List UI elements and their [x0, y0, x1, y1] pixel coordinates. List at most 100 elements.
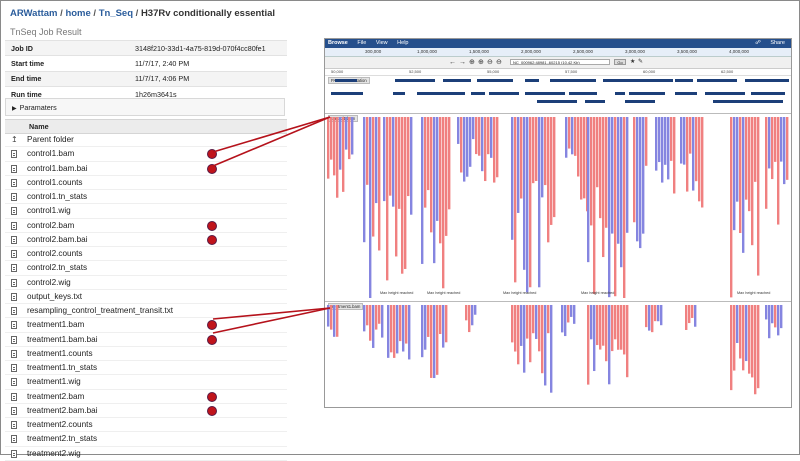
- read-pileup: [433, 117, 436, 264]
- read-pileup: [670, 117, 673, 161]
- file-row[interactable]: control2.wig: [5, 276, 287, 290]
- go-button[interactable]: Go: [614, 59, 626, 65]
- location-input[interactable]: NC_000962:48981..60215 (10.42 Kb): [510, 59, 610, 65]
- read-pileup: [733, 305, 736, 371]
- read-pileup: [680, 117, 683, 164]
- job-info-row: End time 11/7/17, 4:06 PM: [5, 70, 287, 87]
- gene-feature: [621, 79, 673, 82]
- scale-tick-label: 62,500: [721, 69, 734, 74]
- file-name: control2.counts: [27, 249, 83, 258]
- menu-file[interactable]: File: [357, 40, 367, 46]
- read-pileup: [614, 305, 617, 340]
- read-pileup: [484, 117, 487, 182]
- file-row[interactable]: control2.bam.bai: [5, 233, 287, 247]
- zoom-out-icon[interactable]: ⊖: [496, 59, 502, 66]
- file-row[interactable]: treatment2.wig: [5, 447, 287, 461]
- file-row[interactable]: control2.tn_stats: [5, 261, 287, 276]
- pan-right-icon[interactable]: →: [459, 59, 466, 66]
- marker-dot: [207, 405, 217, 416]
- job-info-table: Job ID 3148f210-33d1-4a75-819d-070f4cc80f…: [5, 39, 287, 102]
- read-pileup: [493, 117, 496, 183]
- zoom-in-icon[interactable]: ⊕: [469, 59, 475, 66]
- share-button[interactable]: ☍ Share: [755, 40, 785, 46]
- read-pileup: [783, 117, 786, 185]
- overview-ruler[interactable]: 300,000 1,000,000 1,500,000 2,000,000 2,500,…: [325, 48, 791, 57]
- file-row[interactable]: control1.bam.bai: [5, 162, 287, 176]
- read-pileup: [573, 305, 576, 324]
- read-pileup: [639, 117, 642, 249]
- job-info-key: Run time: [5, 86, 129, 102]
- read-pileup: [614, 117, 617, 297]
- treatment-alignment-track: [327, 305, 783, 395]
- parent-folder-row[interactable]: ↥ Parent folder: [5, 133, 287, 148]
- breadcrumb-folder[interactable]: Tn_Seq: [98, 8, 134, 19]
- file-row[interactable]: treatment1.tn_stats: [5, 361, 287, 376]
- read-pileup: [774, 305, 777, 328]
- read-pileup: [366, 117, 369, 185]
- file-row[interactable]: control1.counts: [5, 176, 287, 190]
- menu-view[interactable]: View: [375, 40, 388, 46]
- gene-feature: [331, 92, 363, 95]
- parameters-toggle[interactable]: ▶ Paramaters: [5, 98, 285, 116]
- pan-left-icon[interactable]: ←: [449, 59, 456, 66]
- gene-feature: [393, 92, 405, 95]
- file-row[interactable]: treatment2.bam: [5, 390, 287, 404]
- zoom-out-small-icon[interactable]: ⊖: [487, 59, 493, 66]
- read-pileup: [523, 117, 526, 270]
- menu-help[interactable]: Help: [397, 40, 409, 46]
- read-pileup: [561, 305, 564, 333]
- read-pileup: [402, 305, 405, 352]
- read-pileup: [517, 117, 520, 213]
- read-pileup: [511, 117, 514, 240]
- read-pileup: [689, 117, 692, 154]
- bookmark-icon[interactable]: ★: [630, 59, 636, 65]
- menu-browse[interactable]: Browse: [328, 40, 348, 46]
- read-pileup: [617, 117, 620, 244]
- read-pileup: [605, 117, 608, 228]
- file-row[interactable]: treatment2.counts: [5, 418, 287, 433]
- breadcrumb-home[interactable]: home: [65, 8, 91, 19]
- file-name: treatment2.bam.bai: [27, 405, 98, 415]
- file-row[interactable]: treatment2.bam.bai: [5, 404, 287, 418]
- file-row[interactable]: treatment2.tn_stats: [5, 432, 287, 447]
- read-pileup: [398, 117, 401, 209]
- file-row[interactable]: treatment1.bam.bai: [5, 333, 287, 347]
- read-pileup: [445, 117, 448, 236]
- file-row[interactable]: treatment1.counts: [5, 347, 287, 361]
- read-pileup: [736, 305, 739, 344]
- file-row[interactable]: control1.bam: [5, 147, 287, 162]
- read-pileup: [421, 305, 424, 358]
- files-column-header[interactable]: Name: [5, 119, 287, 134]
- file-row[interactable]: treatment1.wig: [5, 375, 287, 390]
- gene-feature: [697, 79, 737, 82]
- read-pileup: [748, 305, 751, 374]
- read-pileup: [514, 117, 517, 283]
- zoom-in-small-icon[interactable]: ⊕: [478, 59, 484, 66]
- read-pileup: [660, 305, 663, 326]
- read-pileup: [757, 117, 760, 276]
- navigation-toolbar: ← → ⊕ ⊕ ⊖ ⊖ NC_000962:48981..60215 (10.4…: [325, 57, 791, 69]
- gene-feature: [417, 92, 465, 95]
- ruler-tick-label: 300,000: [365, 49, 382, 54]
- read-pileup: [636, 117, 639, 242]
- read-pileup: [547, 117, 550, 243]
- file-row[interactable]: output_keys.txt: [5, 290, 287, 304]
- file-row[interactable]: resampling_control_treatment_transit.txt: [5, 304, 287, 319]
- read-pileup: [526, 117, 529, 293]
- read-pileup: [683, 117, 686, 165]
- read-pileup: [742, 305, 745, 371]
- read-pileup: [529, 117, 532, 288]
- file-row[interactable]: treatment1.bam: [5, 318, 287, 333]
- read-pileup: [570, 305, 573, 317]
- file-row[interactable]: control1.wig: [5, 204, 287, 219]
- highlight-icon[interactable]: ✎: [638, 59, 644, 65]
- job-info-key: Start time: [5, 55, 129, 72]
- read-pileup: [745, 117, 748, 200]
- file-row[interactable]: control1.tn_stats: [5, 190, 287, 205]
- breadcrumb-user[interactable]: ARWattam: [10, 8, 58, 19]
- read-pileup: [757, 305, 760, 389]
- file-row[interactable]: control2.bam: [5, 219, 287, 233]
- file-row[interactable]: control2.counts: [5, 247, 287, 262]
- read-pileup: [685, 305, 688, 330]
- read-pileup: [327, 305, 330, 327]
